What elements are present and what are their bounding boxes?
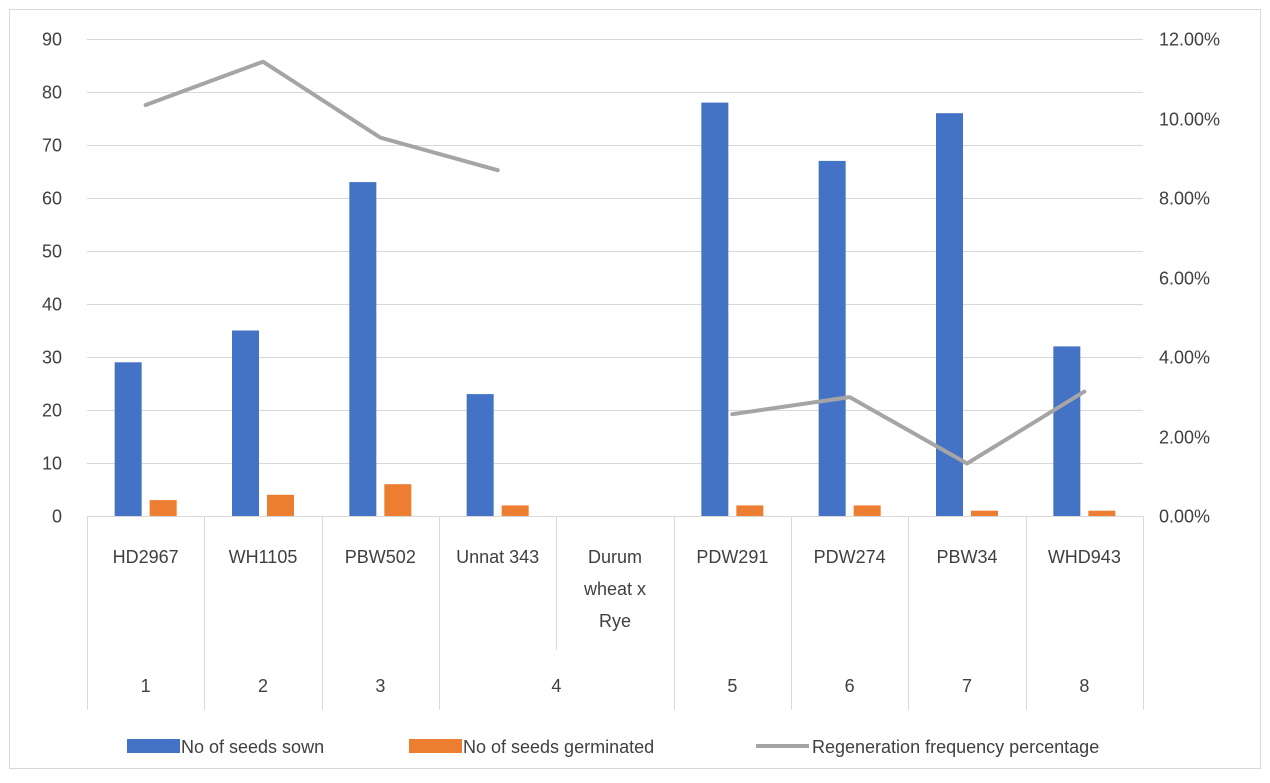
legend: No of seeds sown No of seeds germinated Re… [127,737,1099,757]
line-series [143,59,1087,466]
bar-seeds-germinated [501,505,529,516]
bar-seeds-sown [349,182,377,516]
category-label: wheat x [583,579,646,599]
group-label: 5 [727,676,737,696]
left-axis-tick-label: 80 [42,83,62,103]
legend-label-regeneration: Regeneration frequency percentage [812,737,1099,757]
group-label: 7 [962,676,972,696]
bar-seeds-germinated [736,505,764,516]
left-axis-tick-label: 40 [42,295,62,315]
left-axis-tick-label: 50 [42,242,62,262]
category-label: Durum [588,547,642,567]
category-label: Unnat 343 [456,547,539,567]
bar-seeds-germinated [149,500,177,516]
right-axis-tick-label: 6.00% [1159,269,1210,289]
right-axis-tick-label: 2.00% [1159,428,1210,448]
bar-seeds-germinated [971,510,998,516]
legend-label-seeds-germinated: No of seeds germinated [463,737,654,757]
category-label: PBW502 [345,547,416,567]
axes: 0 10 20 30 40 50 60 70 80 90 0.00% 2.00% 4.00% 6.00% 8… [42,30,1220,710]
bar-seeds-sown [1053,346,1081,516]
category-label: WHD943 [1048,547,1121,567]
bar-seeds-germinated [384,484,412,516]
legend-swatch-seeds-sown [127,739,180,753]
bar-seeds-sown [701,102,729,516]
right-axis-tick-label: 4.00% [1159,348,1210,368]
left-axis-tick-label: 0 [52,507,62,527]
right-axis-tick-label: 0.00% [1159,507,1210,527]
group-label: 2 [258,676,268,696]
right-axis-tick-label: 10.00% [1159,110,1220,130]
group-label: 8 [1079,676,1089,696]
chart-border [9,9,1261,769]
category-label: PDW291 [696,547,768,567]
left-axis-tick-label: 30 [42,348,62,368]
left-axis-tick-label: 10 [42,454,62,474]
category-label: PDW274 [814,547,886,567]
right-axis-tick-label: 12.00% [1159,30,1220,50]
bar-seeds-sown [114,362,142,516]
category-label: PBW34 [936,547,997,567]
bar-seeds-germinated [1088,510,1116,516]
category-label: WH1105 [229,547,298,567]
group-label: 1 [141,676,151,696]
bar-seeds-sown [466,394,494,516]
bar-seeds-germinated [853,505,881,516]
group-label: 4 [551,676,561,696]
left-axis-tick-label: 20 [42,401,62,421]
legend-label-seeds-sown: No of seeds sown [181,737,324,757]
bar-seeds-sown [818,160,846,516]
left-axis-tick-label: 90 [42,30,62,50]
line-regeneration-frequency [143,59,500,173]
bars [114,102,1116,516]
bar-seeds-sown [232,330,259,516]
category-label: Rye [599,611,631,631]
group-label: 6 [845,676,855,696]
line-regeneration-frequency [730,389,1087,466]
group-label: 3 [375,676,385,696]
category-label: HD2967 [113,547,179,567]
legend-swatch-seeds-germinated [409,739,462,753]
left-axis-tick-label: 70 [42,136,62,156]
right-axis-tick-label: 8.00% [1159,189,1210,209]
left-axis-tick-label: 60 [42,189,62,209]
bar-seeds-germinated [267,494,294,516]
